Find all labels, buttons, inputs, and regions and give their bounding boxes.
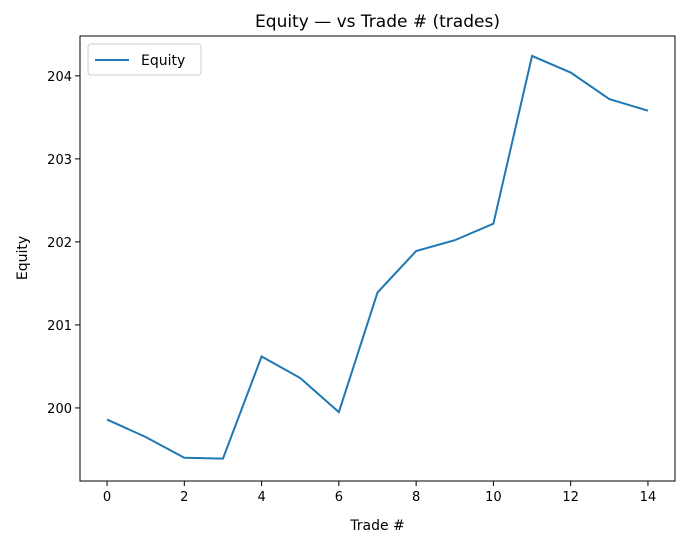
- legend-box: [87, 43, 202, 76]
- x-tick-label: 0: [103, 490, 111, 505]
- y-axis-label: Equity: [15, 236, 31, 280]
- y-tick-label: 200: [47, 402, 72, 417]
- chart-title: Equity — vs Trade # (trades): [255, 12, 500, 32]
- x-tick-label: 10: [485, 490, 502, 505]
- x-tick-label: 12: [562, 490, 579, 505]
- y-tick-label: 202: [47, 236, 72, 251]
- series-line-equity: [106, 54, 649, 460]
- x-tick-label: 6: [335, 490, 343, 505]
- x-tick-label: 8: [412, 490, 420, 505]
- legend-label: Equity: [141, 53, 185, 69]
- x-axis-label: Trade #: [349, 518, 405, 534]
- x-tick-label: 14: [640, 490, 657, 505]
- y-tick-label: 201: [47, 319, 72, 334]
- y-tick-label: 204: [47, 70, 72, 85]
- legend: Equity: [87, 43, 202, 76]
- x-tick-label: 2: [180, 490, 188, 505]
- y-tick-label: 203: [47, 153, 72, 168]
- plot-area: [79, 35, 676, 482]
- x-tick-label: 4: [257, 490, 265, 505]
